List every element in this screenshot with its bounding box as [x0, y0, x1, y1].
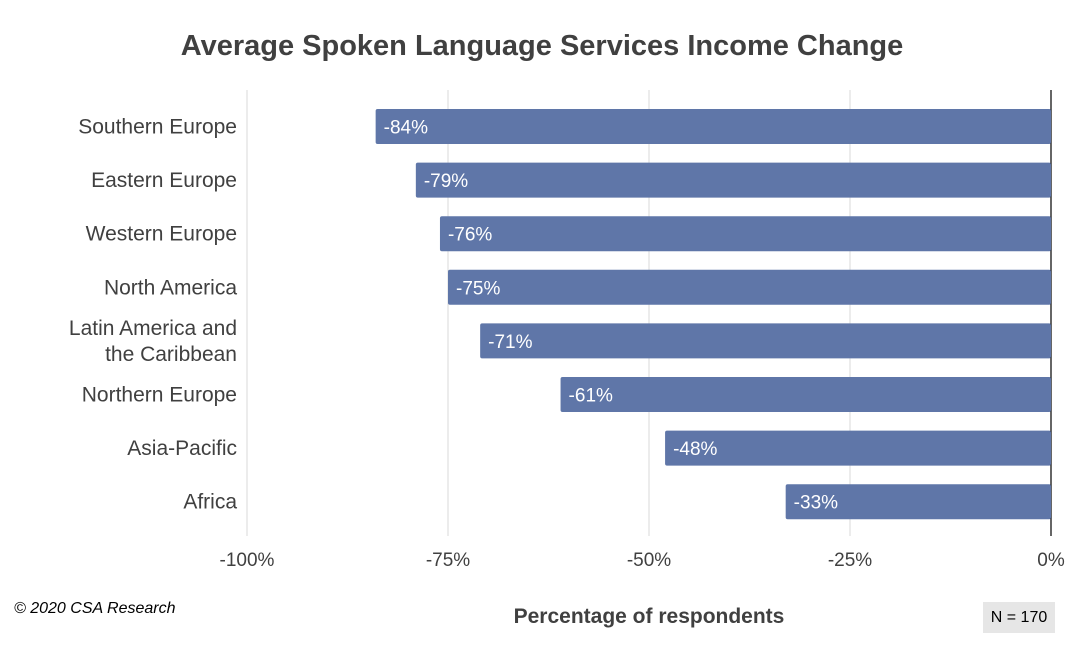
bar — [560, 377, 1051, 412]
bar — [439, 216, 1052, 252]
bar — [480, 323, 1051, 359]
x-tick-label: -25% — [828, 550, 872, 571]
data-label: -48% — [673, 439, 717, 460]
data-label: -79% — [424, 171, 468, 192]
data-label: -33% — [794, 493, 838, 514]
data-label: -75% — [456, 278, 500, 299]
bar — [375, 109, 1051, 144]
category-label: Asia-Pacific — [127, 437, 237, 460]
bar — [665, 430, 1051, 466]
x-tick-label: -75% — [426, 550, 470, 571]
data-label: -76% — [448, 225, 492, 246]
x-tick-label: -100% — [220, 550, 275, 571]
bar — [785, 484, 1051, 520]
data-label: -61% — [569, 386, 613, 407]
data-label: -71% — [488, 332, 532, 353]
data-label: -84% — [384, 118, 428, 139]
category-label: Northern Europe — [82, 384, 237, 407]
category-label: Southern Europe — [78, 116, 237, 139]
copyright-notice: © 2020 CSA Research — [14, 600, 176, 617]
category-label: Western Europe — [86, 223, 237, 246]
bar — [415, 162, 1052, 198]
category-label: North America — [104, 276, 237, 299]
category-label: Africa — [183, 491, 237, 514]
x-axis-label: Percentage of respondents — [513, 605, 785, 628]
bar-chart: -100% -75% -50% -25% 0% -84% Southern Europe -7… — [69, 90, 1065, 571]
category-label: Latin America and the Caribbean — [69, 317, 237, 366]
chart-title: Average Spoken Language Services Income … — [180, 30, 904, 62]
x-tick-label: 0% — [1037, 550, 1065, 571]
sample-size-badge: N = 170 — [983, 602, 1055, 633]
bar — [448, 269, 1051, 305]
x-tick-label: -50% — [627, 550, 671, 571]
category-label: Eastern Europe — [91, 169, 237, 192]
